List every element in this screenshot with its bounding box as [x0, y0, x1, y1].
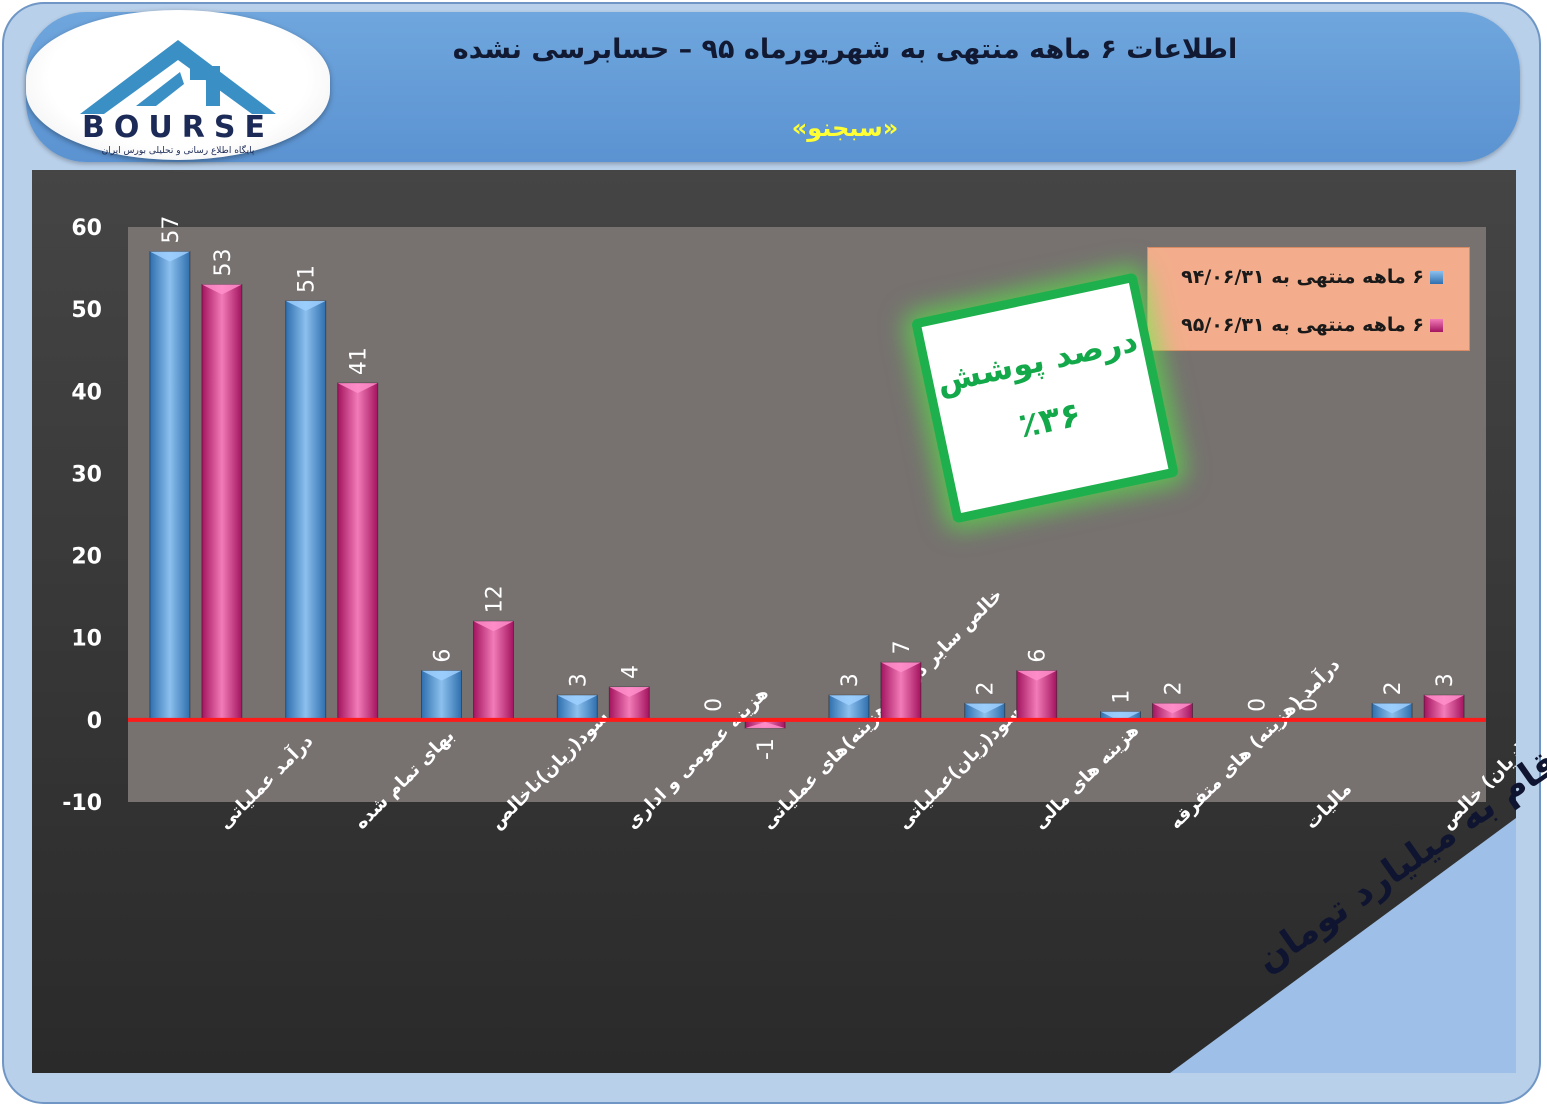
value-label: 7 — [890, 640, 915, 654]
value-label: 4 — [618, 665, 643, 679]
bar-cap-2 — [1016, 670, 1057, 681]
y-tick-label: -10 — [62, 791, 102, 816]
bar-2 — [473, 620, 514, 721]
bar-cap-2 — [473, 621, 514, 632]
y-tick-label: 10 — [71, 627, 102, 652]
value-label: 0 — [1245, 698, 1270, 712]
bar-cap-1 — [557, 695, 598, 706]
logo-subtitle: پایگاه اطلاع رسانی و تحلیلی بورس ایران — [101, 146, 255, 156]
bourse-logo: BOURSE پایگاه اطلاع رسانی و تحلیلی بورس … — [26, 10, 330, 160]
value-label: 0 — [702, 698, 727, 712]
bar-cap-2 — [1152, 703, 1193, 714]
bar-cap-2 — [609, 687, 650, 697]
bar-cap-2 — [745, 722, 786, 729]
bar-cap-1 — [1372, 703, 1413, 714]
logo-word: BOURSE — [82, 110, 274, 145]
value-label: 6 — [431, 649, 456, 663]
bar-cap-2 — [1424, 695, 1465, 706]
value-label: 3 — [566, 673, 591, 687]
bar-1 — [285, 300, 327, 721]
value-label: 41 — [347, 347, 372, 375]
value-label: 2 — [1162, 681, 1187, 695]
value-label: 6 — [1026, 649, 1051, 663]
y-tick-label: 60 — [71, 216, 102, 241]
y-tick-label: 50 — [71, 298, 102, 323]
value-label: 2 — [974, 681, 999, 695]
legend-swatch-series1 — [1430, 271, 1443, 284]
value-label: 51 — [295, 265, 320, 293]
unit-corner-banner — [1170, 818, 1516, 1073]
logo-mark-icon — [80, 40, 276, 114]
bar-cap-2 — [201, 284, 242, 295]
company-subtitle: «سبجنو» — [791, 114, 899, 142]
bar-1 — [149, 251, 191, 721]
value-label: 12 — [483, 585, 508, 613]
value-label: 0 — [1297, 698, 1322, 712]
chart-legend: ۶ ماهه منتهی به ۹۴/۰۶/۳۱ ۶ ماهه منتهی به… — [1147, 247, 1470, 351]
legend-label-series1: ۶ ماهه منتهی به ۹۴/۰۶/۳۱ — [1181, 266, 1424, 288]
bar-cap-1 — [964, 703, 1005, 714]
legend-label-series2: ۶ ماهه منتهی به ۹۵/۰۶/۳۱ — [1181, 314, 1424, 336]
value-label: -1 — [754, 738, 779, 760]
bar-cap-1 — [149, 251, 190, 262]
y-tick-label: 0 — [87, 709, 102, 734]
value-label: 1 — [1110, 690, 1135, 704]
bar-cap-1 — [828, 695, 869, 706]
y-tick-label: 40 — [71, 380, 102, 405]
value-label: 2 — [1381, 681, 1406, 695]
legend-swatch-series2 — [1430, 319, 1443, 332]
page-title: اطلاعات ۶ ماهه منتهی به شهریورماه ۹۵ – ح… — [452, 34, 1238, 65]
legend-item-series1: ۶ ماهه منتهی به ۹۴/۰۶/۳۱ — [1181, 266, 1443, 288]
value-label: 3 — [1433, 673, 1458, 687]
bar-cap-2 — [880, 662, 921, 673]
value-label: 3 — [838, 673, 863, 687]
value-label: 53 — [211, 249, 236, 277]
value-label: 57 — [159, 216, 184, 244]
bar-cap-2 — [337, 383, 378, 394]
bar-cap-1 — [421, 670, 462, 681]
legend-item-series2: ۶ ماهه منتهی به ۹۵/۰۶/۳۱ — [1181, 314, 1443, 336]
bar-2 — [337, 382, 379, 721]
y-tick-label: 30 — [71, 462, 102, 487]
y-tick-label: 20 — [71, 545, 102, 570]
bar-cap-1 — [1100, 711, 1141, 722]
bar-cap-1 — [285, 300, 326, 311]
bar-2 — [201, 284, 243, 721]
